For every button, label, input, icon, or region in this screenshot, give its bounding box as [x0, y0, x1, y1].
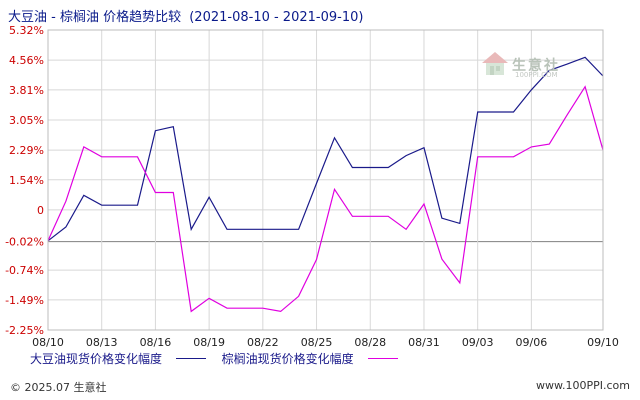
y-tick-label: 2.29% [9, 144, 44, 157]
x-tick-label: 08/13 [86, 336, 118, 349]
x-tick-label: 09/06 [516, 336, 548, 349]
watermark-sub: 100PPI.COM [515, 71, 558, 79]
legend-label-soybean: 大豆油现货价格变化幅度 [30, 352, 163, 366]
y-tick-label: -0.02% [5, 236, 44, 249]
legend-swatch-soybean [175, 358, 206, 359]
x-tick-label: 08/25 [301, 336, 333, 349]
legend: 大豆油现货价格变化幅度 棕榈油现货价格变化幅度 [30, 350, 410, 367]
x-tick-label: 08/19 [193, 336, 225, 349]
x-tick-label: 09/10 [587, 336, 619, 349]
x-tick-label: 08/31 [408, 336, 440, 349]
y-tick-label: 4.56% [9, 54, 44, 67]
x-tick-label: 08/28 [354, 336, 386, 349]
x-tick-label: 08/16 [140, 336, 172, 349]
x-tick-label: 09/03 [462, 336, 494, 349]
series-lines [47, 56, 604, 313]
y-tick-label: 1.54% [9, 174, 44, 187]
y-tick-label: -2.25% [5, 324, 44, 337]
chart-title-range: (2021-08-10 - 2021-09-10) [189, 10, 364, 25]
x-tick-label: 08/22 [247, 336, 279, 349]
plot-border [47, 29, 604, 331]
y-tick-label: -1.49% [5, 294, 44, 307]
legend-label-palm: 棕榈油现货价格变化幅度 [221, 352, 354, 366]
watermark-name: 生意社 [512, 58, 560, 74]
legend-swatch-palm [367, 358, 398, 359]
y-tick-label: 5.32% [9, 24, 44, 37]
y-tick-label: 3.81% [9, 84, 44, 97]
y-tick-label: 0 [37, 204, 44, 217]
footer-site-link[interactable]: www.100PPI.com [536, 379, 630, 392]
y-axis-labels: 5.32% 4.56% 3.81% 3.05% 2.29% 1.54% 0 -0.02% -0.… [5, 24, 44, 337]
y-tick-label: 3.05% [9, 114, 44, 127]
chart-title: 大豆油 - 棕榈油 价格趋势比较 (2021-08-10 - 2021-09-1… [8, 6, 363, 25]
chart-title-main: 大豆油 - 棕榈油 价格趋势比较 [8, 10, 182, 25]
y-tick-label: -0.74% [5, 264, 44, 277]
footer-copyright: © 2025.07 生意社 [10, 381, 107, 394]
series-line-soybean [47, 56, 604, 242]
x-tick-label: 08/10 [32, 336, 64, 349]
series-line-palm [47, 85, 604, 313]
x-axis-labels: 08/10 08/13 08/16 08/19 08/22 08/25 08/28 08/31… [32, 336, 619, 349]
watermark-logo-icon [482, 52, 508, 75]
